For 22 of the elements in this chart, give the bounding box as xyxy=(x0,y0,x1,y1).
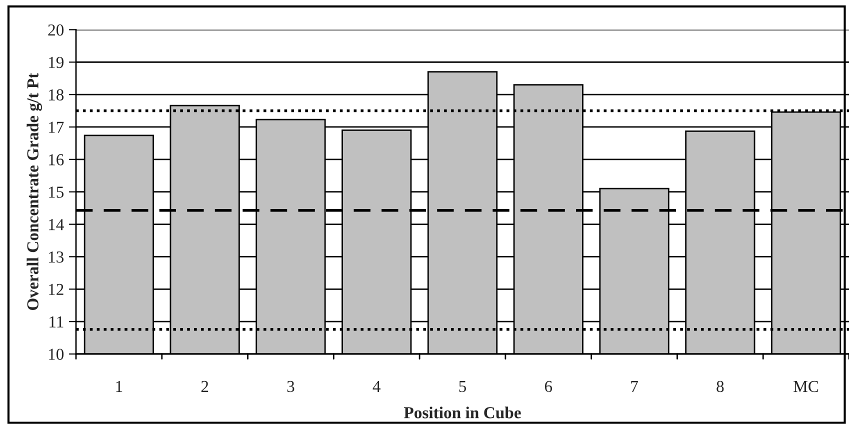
x-tick-label: 6 xyxy=(544,380,552,392)
y-tick-label: 19 xyxy=(48,56,64,68)
x-tick-label: MC xyxy=(794,380,818,392)
x-tick-label: 8 xyxy=(716,380,724,392)
y-axis-title: Overall Concentrate Grade g/t Pt xyxy=(26,72,42,310)
y-tick-label: 15 xyxy=(48,186,64,198)
y-tick-label: 11 xyxy=(50,316,64,328)
y-tick-label: 17 xyxy=(48,122,64,133)
y-tick-label: 10 xyxy=(48,348,64,360)
y-tick-label: 12 xyxy=(48,284,64,295)
x-axis-title: Position in Cube xyxy=(404,406,521,418)
y-tick-label: 18 xyxy=(48,89,64,101)
y-tick-label: 16 xyxy=(48,154,64,166)
y-tick-label: 20 xyxy=(48,24,64,36)
y-tick-label: 13 xyxy=(48,251,64,263)
x-tick-label: 2 xyxy=(201,380,208,392)
y-tick-label: 14 xyxy=(48,219,64,230)
x-tick-label: 5 xyxy=(459,381,466,392)
x-tick-label: 3 xyxy=(287,380,294,392)
x-tick-label: 4 xyxy=(372,380,381,392)
x-tick-label: 7 xyxy=(631,381,638,392)
x-tick-label: 1 xyxy=(116,380,122,392)
